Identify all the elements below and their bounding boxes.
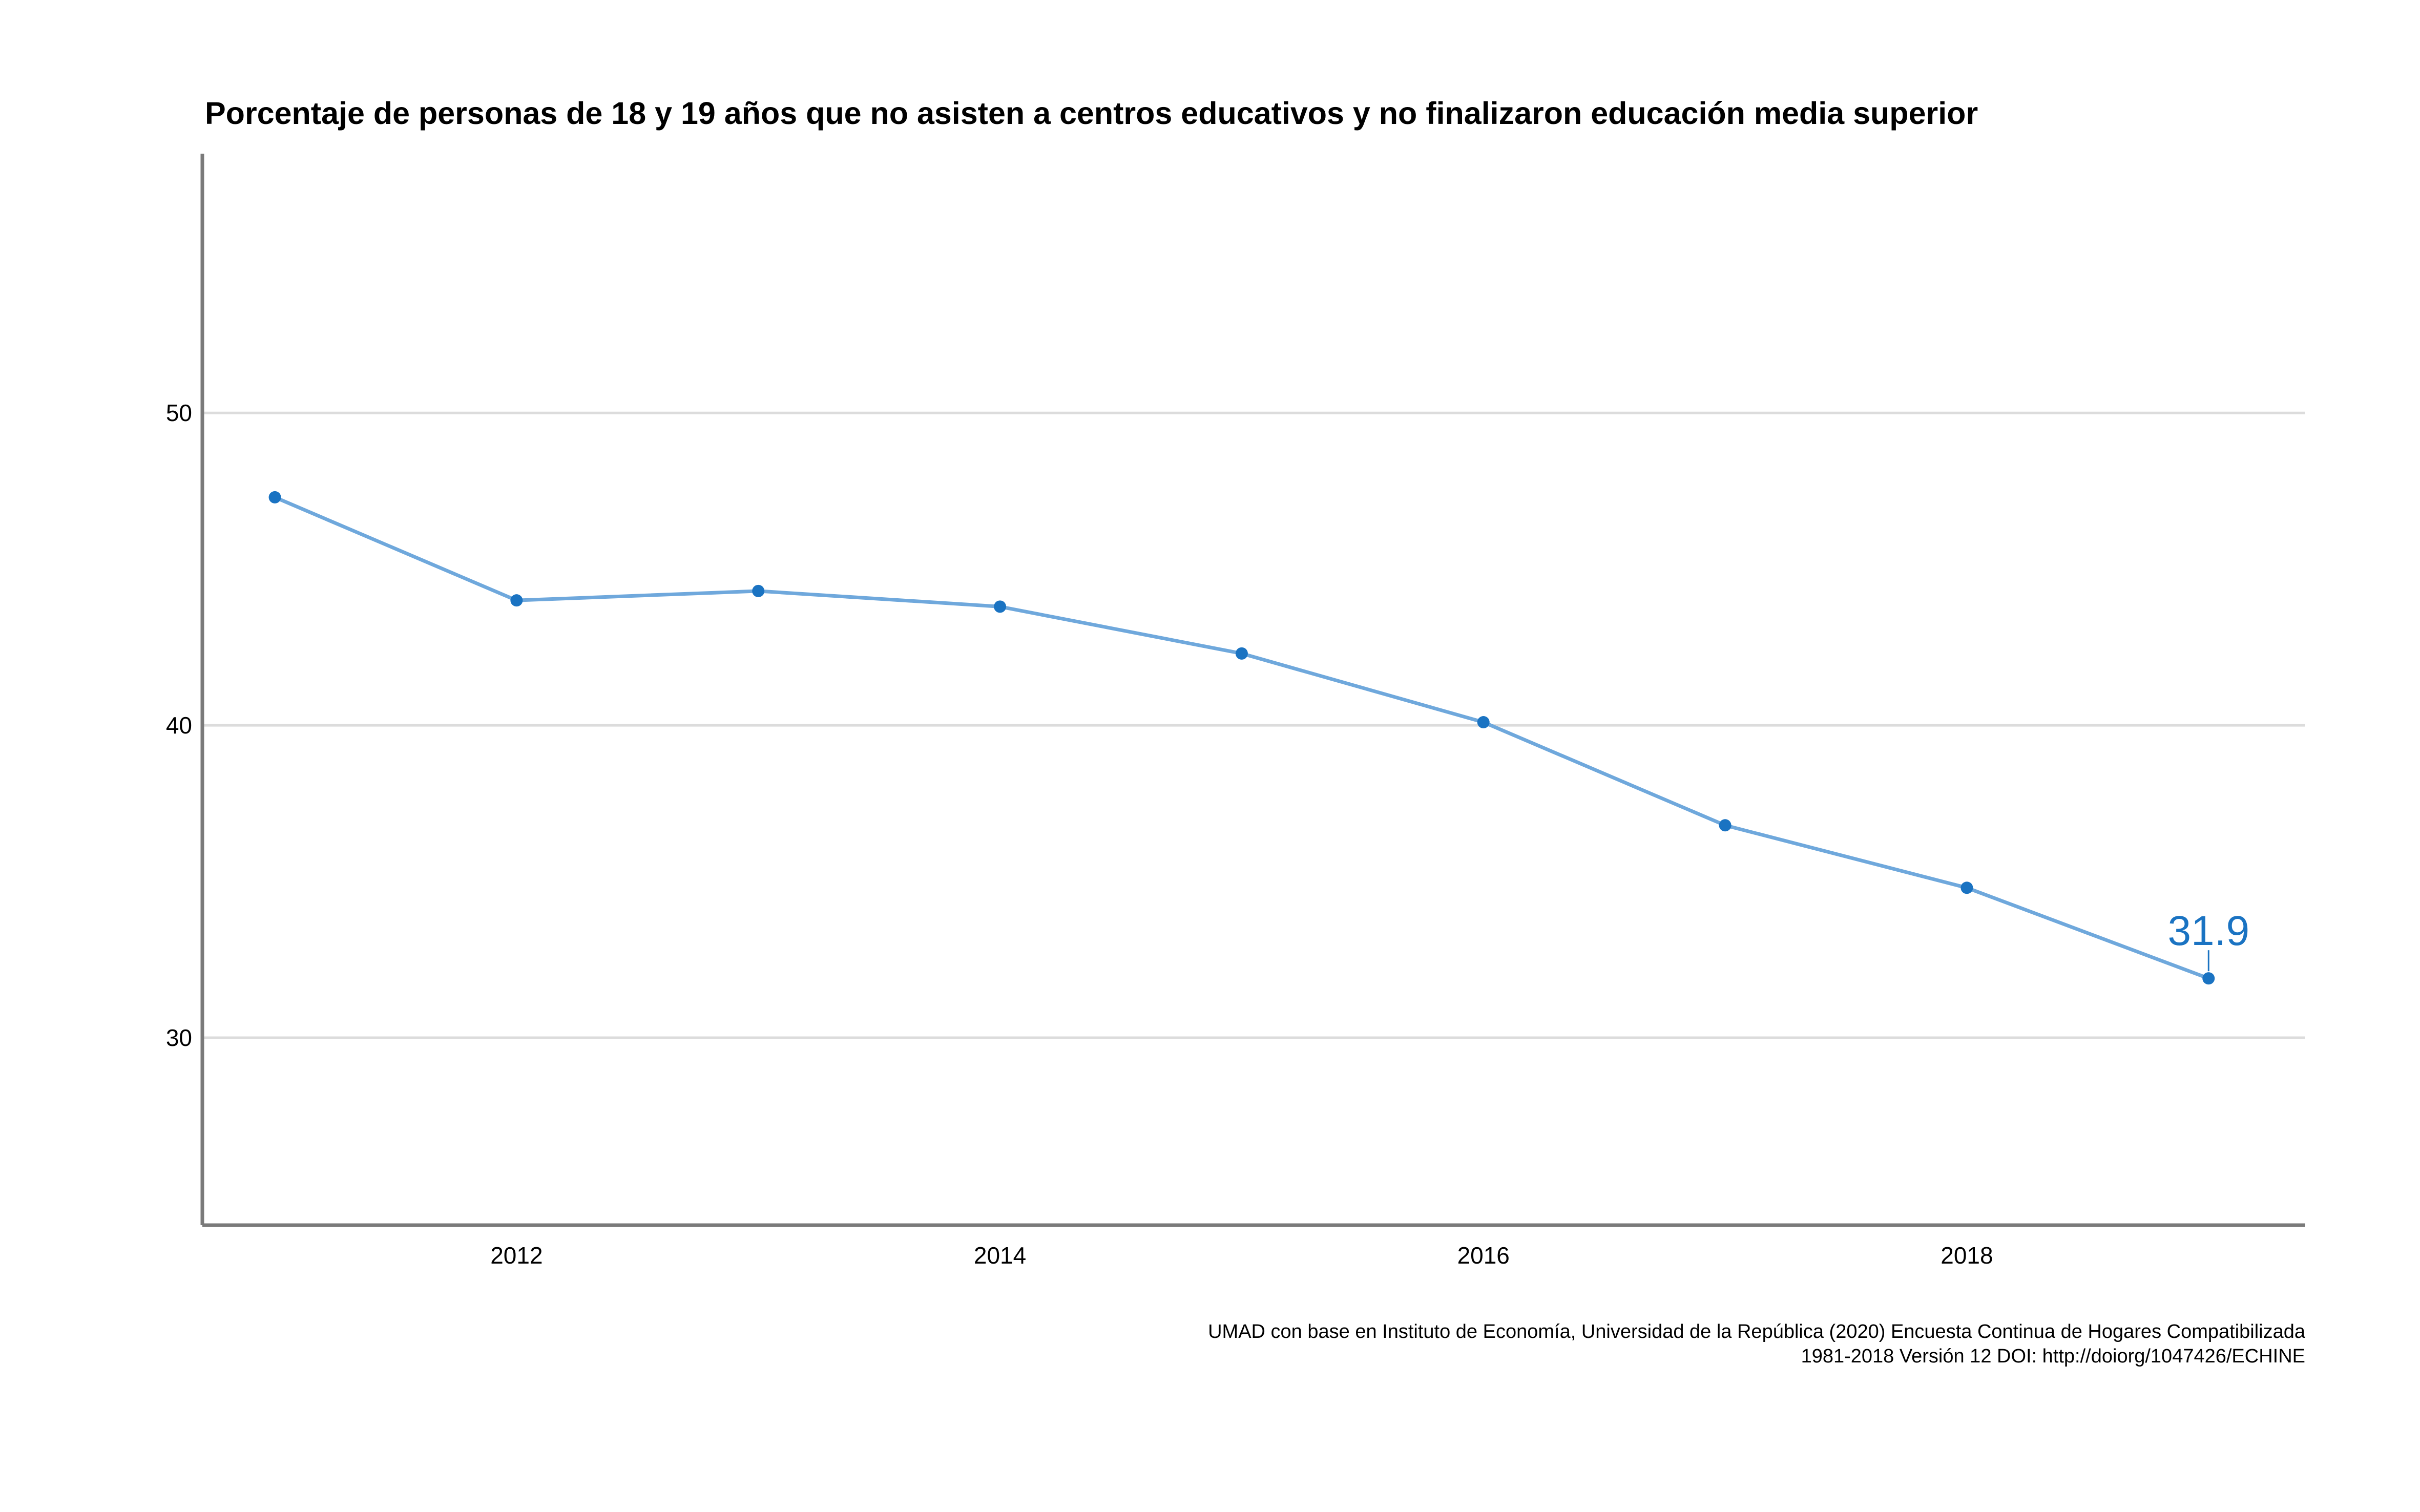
data-point-2017 xyxy=(1719,819,1731,832)
series-line xyxy=(274,495,2209,980)
tick-labels: 30 40 50 2012 2014 2016 2018 xyxy=(166,400,1993,1269)
y-tick-label-40: 40 xyxy=(166,712,192,739)
y-tick-label-30: 30 xyxy=(166,1024,192,1051)
x-tick-label-2014: 2014 xyxy=(974,1242,1026,1269)
series-line-group xyxy=(274,495,2209,980)
data-points xyxy=(268,491,2215,985)
y-tick-label-50: 50 xyxy=(166,400,192,426)
source-caption-line-2: 1981-2018 Versión 12 DOI: http://doiorg/… xyxy=(1801,1346,2305,1367)
data-point-2016 xyxy=(1477,716,1490,729)
data-labels: 31.9 xyxy=(2167,908,2249,972)
data-point-2014 xyxy=(994,600,1007,613)
x-tick-label-2016: 2016 xyxy=(1457,1242,1510,1269)
source-caption-line-1: UMAD con base en Instituto de Economía, … xyxy=(1208,1321,2306,1342)
data-point-2012 xyxy=(510,594,523,607)
data-point-2015 xyxy=(1235,647,1248,660)
x-tick-label-2012: 2012 xyxy=(490,1242,543,1269)
axes xyxy=(200,154,2305,1227)
x-tick-label-2018: 2018 xyxy=(1941,1242,1993,1269)
data-label-2019: 31.9 xyxy=(2167,908,2249,954)
chart-title: Porcentaje de personas de 18 y 19 años q… xyxy=(205,96,1978,131)
data-point-2013 xyxy=(752,584,765,597)
data-point-2018 xyxy=(1960,881,1973,894)
data-point-2019 xyxy=(2202,972,2215,985)
data-point-2011 xyxy=(268,491,281,503)
grid-lines xyxy=(202,411,2305,1039)
